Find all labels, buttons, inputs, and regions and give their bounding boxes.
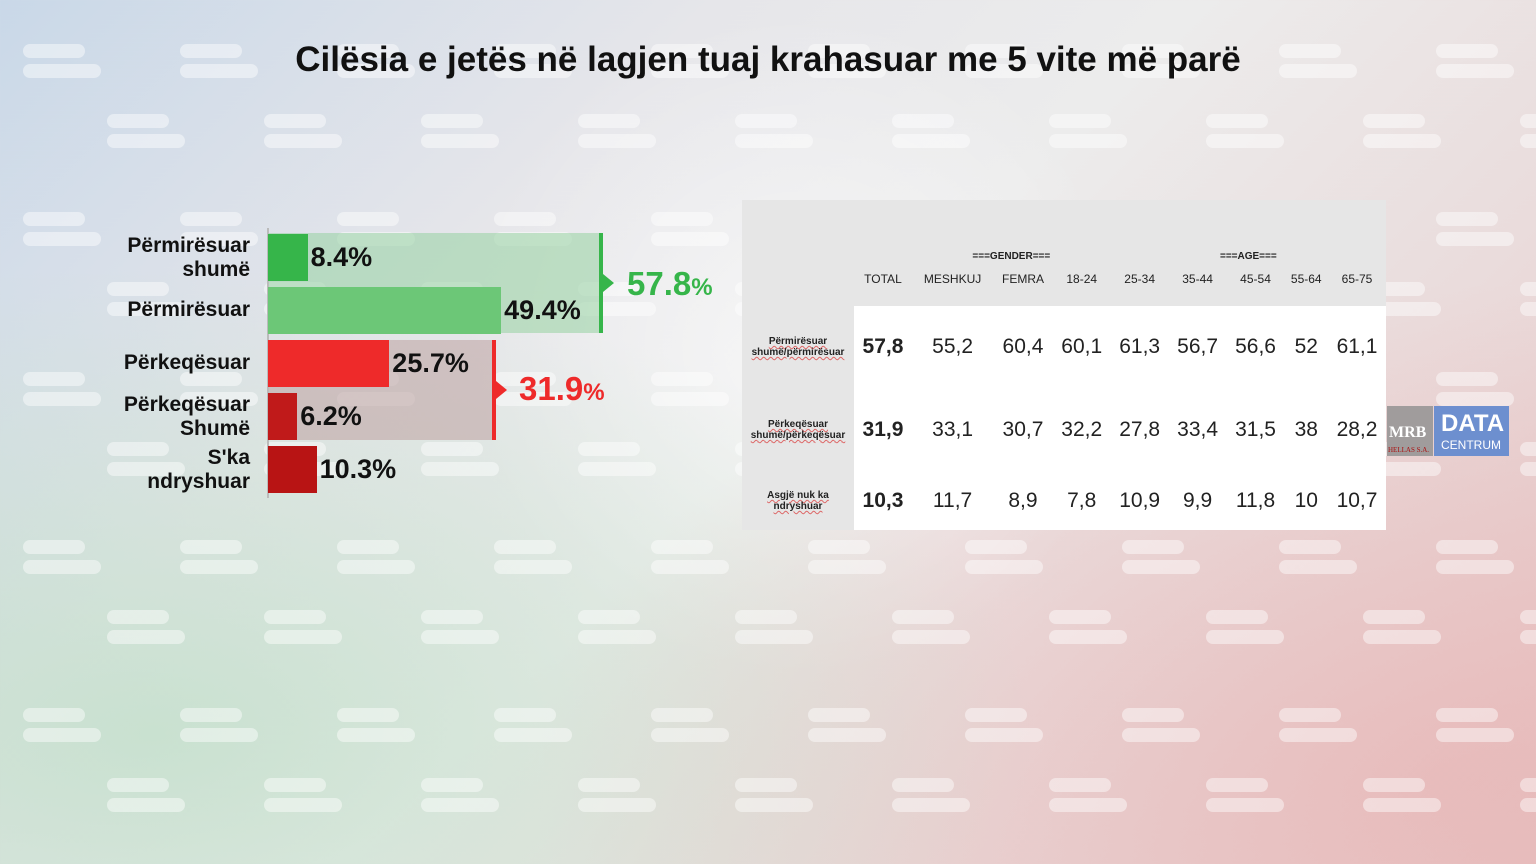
table-cell: 55,2: [932, 335, 974, 358]
table-cell: 10,9: [1119, 489, 1161, 512]
category-label: S'ka ndryshuar: [147, 446, 250, 493]
table-cell: 31,5: [1235, 418, 1276, 441]
row-label: Asgjë nuk ka ndryshuar: [742, 472, 854, 530]
gender-group-header: ===GENDER===: [911, 200, 1111, 272]
mrb-datacentrum-logo: MRB HELLAS S.A. DATA CENTRUM: [1387, 406, 1509, 456]
category-label: Përmirësuar: [127, 298, 250, 321]
table-cell: 30,7: [1002, 418, 1044, 441]
bar-value-label: 25.7%: [392, 348, 469, 378]
column-header: 35-44: [1168, 272, 1227, 306]
row-label: Përmirësuar shumë/përmirësuar: [742, 306, 854, 388]
table-cell: 56,7: [1177, 335, 1219, 358]
table-row: Përmirësuar shumë/përmirësuar 57,8 55,2 60,…: [742, 306, 1386, 388]
table-cell: 27,8: [1119, 418, 1161, 441]
table-cell: 60,1: [1061, 335, 1103, 358]
age-group-header: ===AGE===: [1110, 200, 1386, 272]
table-cell: 8,9: [1008, 489, 1038, 512]
improved-total: 57.8%: [627, 265, 713, 302]
improved-arrow: [603, 274, 614, 292]
category-label: Përkeqësuar Shumë: [123, 393, 250, 440]
row-label: Përkeqësuar shumë/përkeqësuar: [742, 388, 854, 472]
column-header: 18-24: [1052, 272, 1111, 306]
worsened-bracket: [492, 340, 496, 440]
table-cell: 7,8: [1067, 489, 1097, 512]
column-header: 25-34: [1110, 272, 1169, 306]
table-cell: 9,9: [1182, 489, 1213, 512]
column-header: FEMRA: [993, 272, 1053, 306]
bar-value-label: 10.3%: [319, 454, 397, 484]
table-row: Përkeqësuar shumë/përkeqësuar 31,9 33,1 30,…: [742, 388, 1386, 472]
column-header: 65-75: [1328, 272, 1386, 306]
bar-value-label: 6.2%: [300, 401, 362, 431]
table-cell: 28,2: [1336, 418, 1378, 441]
logo-mrb-subtext: HELLAS S.A.: [1388, 446, 1430, 454]
table-cell: 10,7: [1336, 489, 1378, 512]
table-cell: 10,3: [862, 489, 904, 512]
logo-centrum-text: CENTRUM: [1441, 438, 1501, 452]
category-label: Përkeqësuar: [123, 351, 250, 374]
bar-0: [268, 234, 308, 281]
worsened-total: 31.9%: [519, 370, 605, 407]
column-header: 55-64: [1284, 272, 1329, 306]
table-cell: 32,2: [1061, 418, 1103, 441]
improved-bracket: [599, 233, 603, 333]
crosstab-table: ===GENDER=== ===AGE=== TOTAL MESHKUJ FEMRA 1…: [742, 200, 1386, 530]
column-header: 45-54: [1226, 272, 1285, 306]
bar-1: [268, 287, 502, 334]
table-cell: 11,7: [932, 489, 973, 512]
table-cell: 10: [1294, 489, 1318, 512]
table-cell: 52: [1294, 335, 1318, 358]
table-cell: 31,9: [862, 418, 904, 441]
table-row: Asgjë nuk ka ndryshuar 10,3 11,7 8,9 7,8 10,9…: [742, 472, 1386, 530]
category-label: Përmirësuar shumë: [127, 234, 250, 281]
bar-2: [268, 340, 390, 387]
logo-mrb-text: MRB: [1389, 424, 1427, 441]
bar-4: [268, 446, 317, 493]
table-cell: 33,1: [932, 418, 974, 441]
table-cell: 38: [1294, 418, 1318, 441]
table-cell: 57,8: [862, 335, 904, 358]
chart-title: Cilësia e jetës në lagjen tuaj krahasuar…: [295, 40, 1241, 79]
logo-data-text: DATA: [1441, 410, 1505, 437]
column-header: TOTAL: [854, 272, 912, 306]
column-header: MESHKUJ: [911, 272, 994, 306]
table-cell: 56,6: [1235, 335, 1276, 358]
table-cell: 61,3: [1119, 335, 1161, 358]
table-cell: 60,4: [1002, 335, 1044, 358]
table-cell: 61,1: [1336, 335, 1378, 358]
table-cell: 33,4: [1177, 418, 1219, 441]
bar-value-label: 49.4%: [504, 295, 581, 325]
bar-3: [268, 393, 298, 440]
worsened-arrow: [496, 381, 507, 399]
table-cell: 11,8: [1235, 489, 1276, 512]
bar-value-label: 8.4%: [310, 242, 373, 272]
